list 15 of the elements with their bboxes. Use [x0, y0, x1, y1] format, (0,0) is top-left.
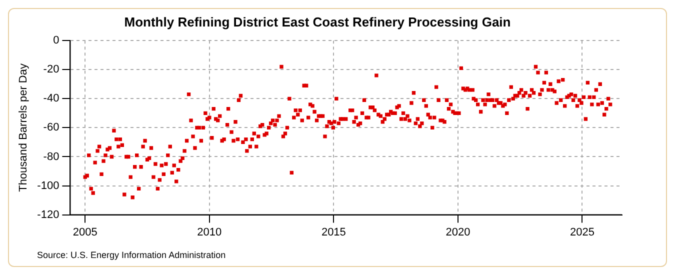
y-tick-label: -80	[43, 150, 60, 163]
x-tick-label: 2005	[72, 226, 98, 238]
y-tick-label: -40	[43, 92, 60, 105]
y-tick-label: -20	[43, 64, 60, 76]
x-tick-label: 2015	[321, 226, 346, 238]
y-tick-label: -60	[43, 122, 60, 134]
source-note: Source: U.S. Energy Information Administration	[37, 250, 226, 260]
y-axis-title: Thousand Barrels per Day	[18, 63, 30, 192]
x-tick-label: 2010	[197, 226, 222, 238]
y-tick-label: 0	[53, 34, 60, 47]
y-tick-label: -120	[37, 208, 60, 221]
x-tick-label: 2025	[570, 226, 594, 238]
chart-title: Monthly Refining District East Coast Refinery Processing Gain	[124, 14, 511, 30]
x-tick-label: 2020	[446, 226, 470, 238]
y-tick-label: -100	[37, 180, 60, 192]
